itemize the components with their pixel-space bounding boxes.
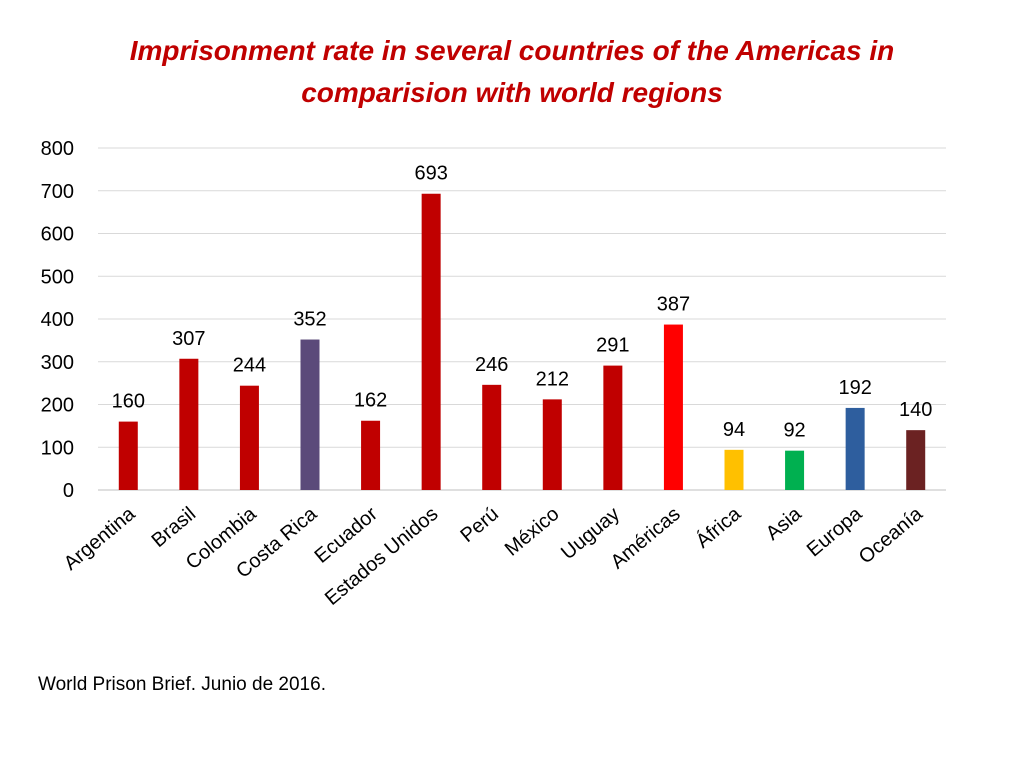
data-label: 212 bbox=[536, 368, 569, 390]
y-tick-label: 800 bbox=[41, 138, 74, 160]
x-tick-label: Oceanía bbox=[855, 502, 928, 568]
y-tick-label: 100 bbox=[41, 437, 74, 459]
bar bbox=[239, 385, 259, 490]
x-tick-label: Perú bbox=[456, 503, 503, 547]
bar bbox=[845, 407, 865, 490]
bar bbox=[724, 449, 744, 490]
bar bbox=[179, 358, 199, 490]
y-tick-label: 200 bbox=[41, 395, 74, 417]
data-label: 291 bbox=[596, 335, 629, 357]
source-note: World Prison Brief. Junio de 2016. bbox=[38, 674, 326, 695]
data-label: 160 bbox=[112, 391, 145, 413]
data-label: 693 bbox=[414, 163, 447, 185]
x-tick-label: Asia bbox=[762, 502, 807, 544]
x-tick-label: Brasil bbox=[148, 503, 200, 552]
bar bbox=[118, 421, 138, 490]
x-tick-label: México bbox=[501, 503, 564, 561]
y-tick-label: 700 bbox=[41, 181, 74, 203]
chart-title-line-2: comparision with world regions bbox=[301, 77, 723, 108]
bar bbox=[542, 399, 562, 490]
x-tick-label: Argentina bbox=[60, 502, 140, 574]
y-tick-label: 300 bbox=[41, 352, 74, 374]
bar bbox=[482, 384, 502, 490]
data-label: 307 bbox=[172, 328, 205, 350]
x-tick-label: África bbox=[691, 502, 746, 553]
y-tick-label: 400 bbox=[41, 309, 74, 331]
y-tick-label: 600 bbox=[41, 224, 74, 246]
bar bbox=[300, 339, 320, 490]
bar bbox=[663, 324, 683, 490]
y-tick-label: 0 bbox=[63, 480, 74, 502]
bar bbox=[361, 420, 381, 490]
chart-title-line-1: Imprisonment rate in several countries o… bbox=[129, 35, 895, 66]
chart-title: Imprisonment rate in several countries o… bbox=[0, 30, 1024, 114]
y-tick-label: 500 bbox=[41, 266, 74, 288]
data-label: 246 bbox=[475, 354, 508, 376]
bar bbox=[421, 193, 441, 490]
data-label: 140 bbox=[899, 399, 932, 421]
data-label: 387 bbox=[657, 294, 690, 316]
data-label: 94 bbox=[723, 419, 745, 441]
bar bbox=[906, 430, 926, 490]
bar bbox=[785, 450, 805, 490]
data-label: 352 bbox=[293, 309, 326, 331]
data-label: 244 bbox=[233, 355, 266, 377]
data-label: 92 bbox=[783, 420, 805, 442]
bar bbox=[603, 365, 623, 490]
data-label: 162 bbox=[354, 390, 387, 412]
data-label: 192 bbox=[838, 377, 871, 399]
x-tick-label: Estados Unidos bbox=[321, 503, 442, 610]
